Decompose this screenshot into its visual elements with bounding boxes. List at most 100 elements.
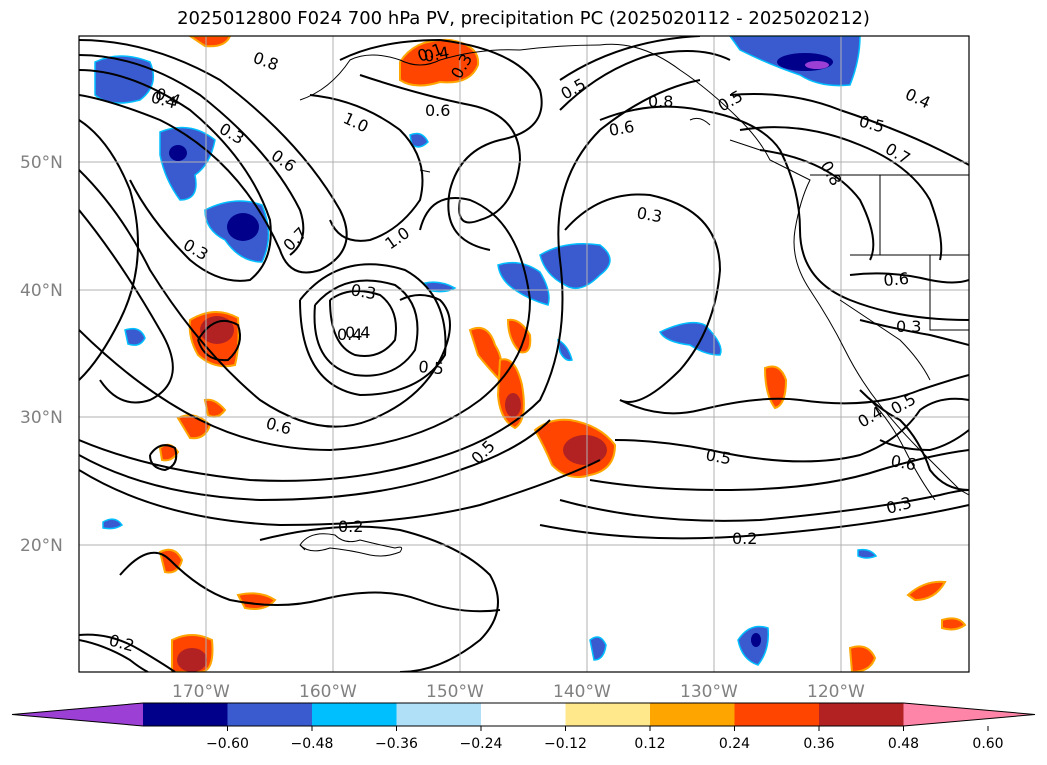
contour-label: 0.6	[883, 269, 910, 290]
pv-contour-line	[559, 489, 969, 522]
colorbar-segment	[734, 703, 820, 726]
pv-contour-line	[259, 525, 499, 672]
pv-contour-line	[329, 290, 397, 357]
colorbar-tick-label: −0.60	[206, 736, 249, 752]
pv-contour-line	[619, 374, 969, 415]
coastline-baja	[869, 399, 936, 501]
map-frame	[78, 35, 970, 673]
precip-negative-area	[737, 625, 770, 666]
precip-negative-area	[557, 338, 573, 362]
pv-contour-line	[339, 38, 543, 251]
colorbar-segment	[819, 703, 904, 726]
lat-label-40n: 40°N	[20, 281, 63, 301]
coastline-hawaii	[299, 533, 403, 557]
pv-contour-line	[79, 39, 348, 274]
pv-contour-line	[79, 419, 551, 502]
precip-positive-area	[203, 398, 227, 418]
contour-label: 0.2	[732, 529, 757, 548]
colorbar-tick-label: −0.48	[291, 736, 334, 752]
lon-label-130w: 130°W	[680, 682, 738, 702]
pv-contour-line	[879, 429, 969, 452]
coastlines	[299, 43, 969, 557]
pv-contour-line	[359, 74, 522, 224]
precip-negative-area	[409, 132, 429, 148]
contour-label: 0.6	[889, 451, 917, 474]
lon-label-160w: 160°W	[299, 682, 357, 702]
coastline-alaska	[299, 44, 601, 101]
pv-contour-line	[589, 449, 969, 492]
state-border	[839, 299, 931, 381]
colorbar-outline	[11, 702, 1036, 727]
precip-positive-core	[200, 316, 234, 344]
pv-contour-line	[859, 319, 969, 346]
coastline-islands	[299, 117, 761, 551]
colorbar-segment	[565, 703, 651, 726]
lat-label-20n: 20°N	[20, 536, 63, 556]
contour-label: 0.3	[635, 203, 663, 226]
pv-contour-line	[79, 197, 532, 452]
pv-contour-line	[197, 320, 241, 362]
pv-contour-line	[309, 94, 424, 242]
colorbar-segment	[143, 703, 228, 726]
colorbar-segment	[227, 703, 313, 726]
contour-label: 0.6	[607, 117, 635, 140]
latitude-labels: 50°N 40°N 30°N 20°N	[20, 153, 63, 556]
colorbar-extend-min	[12, 703, 143, 726]
colorbar-tick-label: 0.48	[888, 736, 919, 752]
colorbar: −0.60 −0.48 −0.36 −0.24 −0.12 0.12 0.24 0.36 0.4…	[11, 702, 1036, 752]
precip-negative-area	[589, 636, 607, 661]
precip-positive-core	[563, 435, 607, 465]
pv-contour-line	[79, 209, 174, 404]
pv-contour-line	[759, 149, 875, 261]
colorbar-tick-label: −0.24	[460, 736, 503, 752]
pv-contour-line	[79, 119, 139, 381]
pv-contour-line	[79, 54, 305, 256]
precip-positive-area	[941, 617, 967, 631]
precip-positive-area	[906, 580, 947, 602]
precip-negative-area	[124, 327, 146, 346]
colorbar-segment	[650, 703, 735, 726]
state-border	[810, 174, 969, 331]
precip-positive-core	[505, 393, 521, 417]
colorbar-segment	[312, 703, 397, 726]
precip-negative-core	[751, 633, 761, 647]
pv-contour-line	[79, 633, 176, 672]
contour-label: 0.6	[425, 101, 450, 120]
pv-contour-line	[149, 444, 178, 472]
colorbar-segment	[396, 703, 482, 726]
pv-contour-line	[739, 126, 943, 261]
colorbar-tick-label: 0.36	[803, 736, 834, 752]
pv-contour-line	[559, 50, 731, 111]
precip-negative-area	[539, 243, 611, 290]
colorbar-tick-label: 0.24	[719, 736, 750, 752]
precip-shading	[94, 36, 967, 672]
pv-contour-line	[79, 639, 149, 672]
precip-negative-core	[169, 145, 187, 161]
precip-positive-core	[177, 648, 207, 672]
pv-contour-line	[859, 389, 969, 491]
precip-negative-area	[497, 261, 550, 306]
precip-negative-area	[94, 55, 155, 104]
precip-negative-area	[423, 281, 457, 293]
pv-contour-line	[729, 93, 969, 166]
contour-label: 0.4	[345, 323, 370, 342]
contour-label: 0.5	[704, 445, 732, 468]
pv-contour-line	[564, 193, 722, 403]
colorbar-tick-label: 0.60	[972, 736, 1003, 752]
pv-contour-line	[299, 263, 447, 397]
pv-contour-line	[79, 79, 701, 482]
precip-negative-area	[102, 518, 124, 530]
lon-label-150w: 150°W	[426, 682, 484, 702]
contour-label: 0.3	[349, 280, 377, 303]
pv-contour-line	[79, 69, 272, 282]
pv-contours	[79, 36, 969, 672]
lon-label-140w: 140°W	[553, 682, 611, 702]
contour-label: 0.5	[418, 357, 445, 378]
colorbar-extend-max	[903, 703, 1035, 726]
graticule	[79, 36, 969, 672]
lon-label-120w: 120°W	[807, 682, 865, 702]
contour-label: 0.2	[338, 517, 363, 536]
pv-contour-line	[539, 504, 969, 540]
contour-label: 0.8	[648, 92, 673, 111]
pv-contour-line	[79, 169, 451, 428]
